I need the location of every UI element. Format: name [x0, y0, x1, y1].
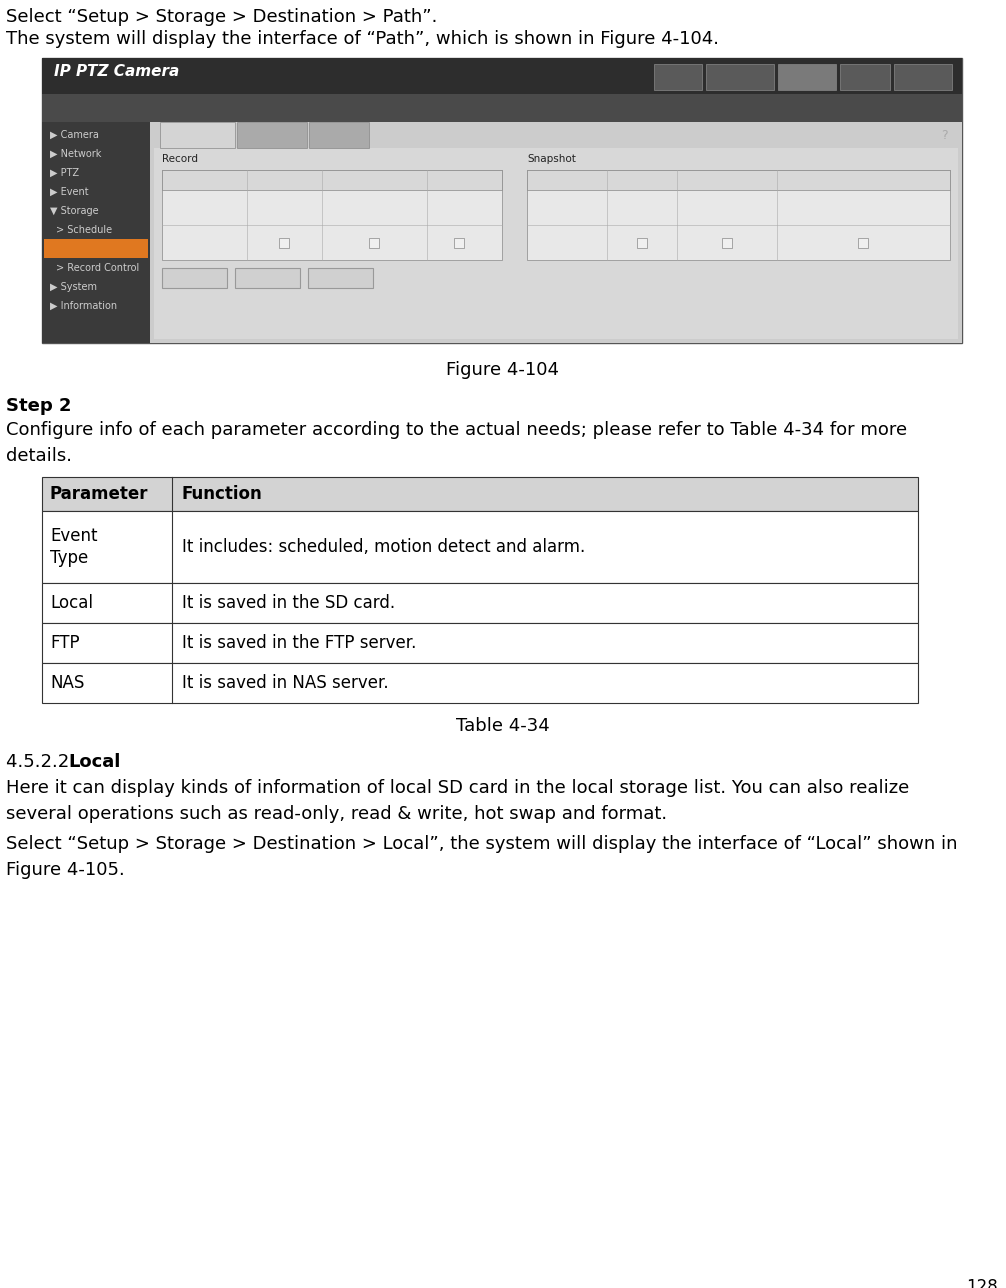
Bar [154, 148, 958, 339]
Text: Motion Detection: Motion Detection [688, 175, 766, 184]
Text: Record: Record [162, 155, 198, 164]
Text: Playback: Playback [716, 73, 764, 82]
Bar [42, 663, 918, 703]
Bar [280, 237, 290, 247]
Text: Parameter: Parameter [50, 486, 149, 504]
Text: IP PTZ Camera: IP PTZ Camera [54, 64, 179, 79]
Text: Step 2: Step 2 [6, 397, 71, 415]
Text: Event
Type: Event Type [50, 527, 98, 567]
Text: Event Type: Event Type [180, 175, 229, 184]
Text: Local: Local [50, 594, 93, 612]
Text: Setting: Setting [789, 73, 826, 82]
Text: ✓: ✓ [638, 202, 647, 213]
Bar [455, 237, 465, 247]
Text: Alarm: Alarm [849, 73, 880, 82]
Bar [42, 58, 962, 94]
Text: ✓: ✓ [455, 202, 464, 213]
Bar [162, 170, 502, 191]
Text: Snapshot: Snapshot [527, 155, 575, 164]
Text: Local: Local [68, 753, 121, 772]
Text: FTP: FTP [50, 634, 79, 652]
Text: FTP: FTP [196, 237, 213, 247]
Text: The system will display the interface of “Path”, which is shown in Figure 4-104.: The system will display the interface of… [6, 30, 719, 48]
Bar [527, 170, 950, 260]
Text: Figure 4-104: Figure 4-104 [447, 361, 559, 379]
Bar [637, 237, 647, 247]
Bar [527, 170, 950, 191]
Text: ▼ Storage: ▼ Storage [50, 206, 99, 215]
Text: Save: Save [328, 273, 353, 283]
Text: Scheduled: Scheduled [261, 175, 308, 184]
Bar [235, 268, 300, 289]
Text: Configure info of each parameter according to the actual needs; please refer to : Configure info of each parameter accordi… [6, 421, 907, 465]
Text: Select “Setup > Storage > Destination > Path”.: Select “Setup > Storage > Destination > … [6, 8, 438, 26]
Bar [42, 58, 962, 343]
Text: ✓: ✓ [370, 202, 379, 213]
Bar [722, 237, 732, 247]
Text: Path: Path [185, 130, 210, 140]
Bar [369, 237, 379, 247]
Text: Alarm: Alarm [850, 175, 877, 184]
Text: ▶ System: ▶ System [50, 282, 97, 291]
Bar [160, 122, 235, 148]
Text: ✓: ✓ [722, 202, 731, 213]
Text: ▶ Information: ▶ Information [50, 300, 117, 310]
Text: It is saved in the FTP server.: It is saved in the FTP server. [182, 634, 416, 652]
Bar [778, 64, 836, 90]
Text: ✓: ✓ [280, 202, 289, 213]
Text: Scheduled: Scheduled [619, 175, 666, 184]
Bar [42, 511, 918, 583]
Text: ▶ PTZ: ▶ PTZ [50, 167, 79, 178]
Bar [150, 122, 962, 343]
Bar [42, 122, 150, 343]
Bar [42, 623, 918, 663]
Text: Local: Local [258, 130, 287, 140]
Bar [840, 64, 890, 90]
Bar [894, 64, 952, 90]
Bar [44, 240, 148, 258]
Text: Event Type: Event Type [542, 175, 592, 184]
Bar [162, 170, 502, 260]
Text: Live: Live [667, 73, 689, 82]
Text: FTP: FTP [558, 237, 575, 247]
Text: Motion Detection: Motion Detection [336, 175, 413, 184]
Text: > Schedule: > Schedule [56, 224, 112, 234]
Text: Refresh: Refresh [247, 273, 287, 283]
Text: Local: Local [554, 202, 579, 213]
Bar [42, 477, 918, 511]
Text: > Record Control: > Record Control [56, 263, 139, 273]
Text: Alarm: Alarm [447, 175, 473, 184]
Bar [237, 122, 307, 148]
Text: Function: Function [182, 486, 263, 504]
Text: It is saved in NAS server.: It is saved in NAS server. [182, 674, 388, 692]
Text: It includes: scheduled, motion detect and alarm.: It includes: scheduled, motion detect an… [182, 538, 585, 556]
Text: ▶ Event: ▶ Event [50, 187, 89, 197]
Bar [858, 237, 868, 247]
Text: 4.5.2.2: 4.5.2.2 [6, 753, 75, 772]
Text: Select “Setup > Storage > Destination > Local”, the system will display the inte: Select “Setup > Storage > Destination > … [6, 835, 958, 880]
Text: Table 4-34: Table 4-34 [456, 717, 550, 735]
Bar [309, 122, 369, 148]
Text: ?: ? [941, 129, 948, 142]
Bar [42, 583, 918, 623]
Text: Local: Local [192, 202, 217, 213]
Bar [162, 268, 227, 289]
Bar [308, 268, 373, 289]
Text: NAS: NAS [50, 674, 85, 692]
Bar [654, 64, 702, 90]
Text: 128: 128 [966, 1278, 998, 1288]
Text: ✓: ✓ [859, 202, 868, 213]
Text: It is saved in the SD card.: It is saved in the SD card. [182, 594, 395, 612]
Text: ▶ Camera: ▶ Camera [50, 130, 99, 139]
Text: > Destination: > Destination [60, 243, 128, 254]
Text: ▶ Network: ▶ Network [50, 148, 102, 158]
Text: FTP: FTP [329, 130, 349, 140]
Bar [706, 64, 774, 90]
Text: Logout: Logout [905, 73, 941, 82]
Bar [42, 94, 962, 122]
Text: Default: Default [175, 273, 213, 283]
Text: Here it can display kinds of information of local SD card in the local storage l: Here it can display kinds of information… [6, 779, 909, 823]
